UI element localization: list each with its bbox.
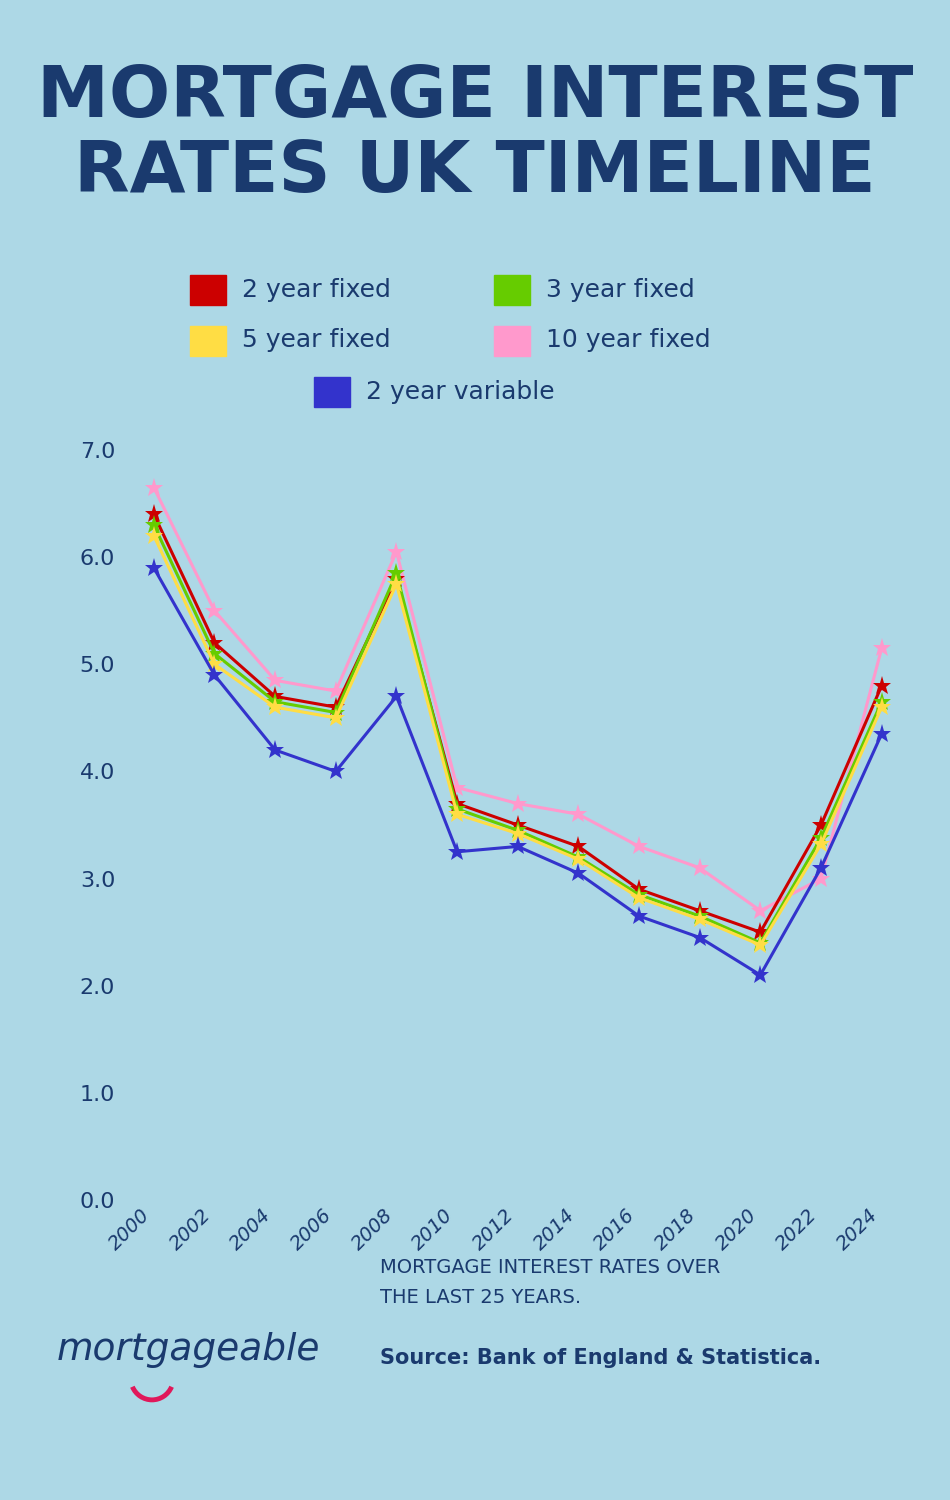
Text: 5 year fixed: 5 year fixed (242, 328, 390, 352)
Text: 2 year fixed: 2 year fixed (242, 278, 391, 302)
Text: Source: Bank of England & Statistica.: Source: Bank of England & Statistica. (380, 1347, 821, 1368)
Text: THE LAST 25 YEARS.: THE LAST 25 YEARS. (380, 1288, 581, 1306)
Text: MORTGAGE INTEREST RATES OVER: MORTGAGE INTEREST RATES OVER (380, 1258, 720, 1276)
Text: MORTGAGE INTEREST: MORTGAGE INTEREST (37, 63, 913, 132)
Text: 10 year fixed: 10 year fixed (546, 328, 711, 352)
Text: RATES UK TIMELINE: RATES UK TIMELINE (74, 138, 876, 207)
Text: 3 year fixed: 3 year fixed (546, 278, 695, 302)
Text: mortgageable: mortgageable (57, 1332, 320, 1368)
Text: 2 year variable: 2 year variable (366, 380, 555, 404)
